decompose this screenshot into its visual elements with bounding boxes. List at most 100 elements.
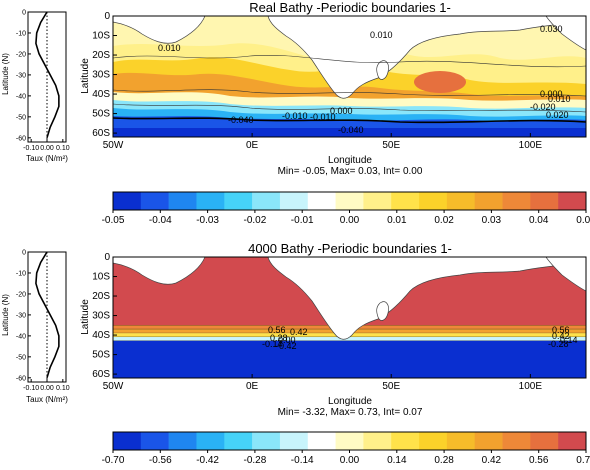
colorbar-tick-label: 0.00 xyxy=(340,455,360,466)
band-cell xyxy=(113,340,586,378)
colorbar-cell xyxy=(558,192,587,210)
colorbar-cell xyxy=(419,432,448,450)
colorbar-tick-label: -0.42 xyxy=(196,455,219,466)
contour-label: 0.010 xyxy=(370,30,393,40)
side-x-axis-label: Taux (N/m²) xyxy=(26,154,68,163)
y-tick-label: 10S xyxy=(92,31,110,42)
side-x-axis-label: Taux (N/m²) xyxy=(26,395,68,404)
side-plot: Latitude (N) Taux (N/m²) -0.10 0.00 0.10 0 -… xyxy=(1,10,70,164)
y-tick-label: 30S xyxy=(92,311,110,322)
land-australia-edge xyxy=(545,257,586,292)
colorbar-tick-label: 0.00 xyxy=(340,215,360,226)
side-y-tick-label: -40 xyxy=(16,93,26,100)
contour-label: 0.000 xyxy=(540,89,563,99)
band-cell xyxy=(113,337,586,341)
colorbar-tick-label: 0.05 xyxy=(576,215,590,226)
colorbar-cell xyxy=(252,192,281,210)
contour-label: 0.030 xyxy=(540,24,563,34)
colorbar-tick-label: 0.28 xyxy=(434,455,454,466)
side-y-tick-label: -60 xyxy=(16,375,26,382)
land-africa xyxy=(267,16,586,99)
side-y-tick-label: -30 xyxy=(16,72,26,79)
x-tick-label: 100E xyxy=(519,381,543,392)
panel-4000-bathy: 4000 Bathy -Periodic boundaries 1- 0.56 … xyxy=(1,241,590,466)
side-y-tick-label: -10 xyxy=(16,30,26,37)
colorbar-tick-label: -0.03 xyxy=(196,215,219,226)
colorbar-cell xyxy=(279,432,309,450)
side-y-tick-label: 0 xyxy=(22,10,26,17)
map-field: 0.56 0.42 0.28 0.00 -0.14 -0.42 0.56 0.4… xyxy=(113,257,586,378)
contour-label: 0.56 xyxy=(552,325,570,335)
colorbar-cell xyxy=(363,192,392,210)
contour-label: -0.040 xyxy=(228,115,254,125)
x-axis-label: Longitude xyxy=(328,155,372,166)
contour-label: 0.000 xyxy=(330,106,353,116)
side-x-tick-label: 0.00 xyxy=(40,145,54,152)
stats-line: Min= -0.05, Max= 0.03, Int= 0.00 xyxy=(278,166,423,177)
colorbar-cell xyxy=(474,432,503,450)
contour-label: -0.040 xyxy=(338,125,364,135)
colorbar-cell xyxy=(113,192,142,210)
side-x-tick-label: -0.10 xyxy=(23,145,39,152)
colorbar-tick-label: 0.03 xyxy=(482,215,502,226)
y-tick-label: 50S xyxy=(92,109,110,120)
colorbar-cell xyxy=(168,432,197,450)
panel-real-bathy: Real Bathy -Periodic boundaries 1- xyxy=(1,0,590,226)
y-tick-label: 60S xyxy=(92,369,110,380)
colorbar-tick-label: 0.02 xyxy=(434,215,454,226)
y-tick-label: 0 xyxy=(104,252,110,263)
contour-3 xyxy=(113,103,586,113)
side-plot-frame xyxy=(27,251,67,383)
y-tick-label: 20S xyxy=(92,50,110,61)
colorbar-cell xyxy=(196,432,225,450)
side-y-tick-label: -60 xyxy=(16,135,26,142)
side-x-tick-label: -0.10 xyxy=(23,385,39,392)
y-tick-label: 10S xyxy=(92,272,110,283)
colorbar-tick-label: -0.28 xyxy=(244,455,267,466)
contour-label: -0.010 xyxy=(282,111,308,121)
side-y-tick-label: -20 xyxy=(16,291,26,298)
side-y-axis-label: Latitude (N) xyxy=(1,294,10,336)
side-x-tick-label: 0.00 xyxy=(40,385,54,392)
side-y-tick-label: -40 xyxy=(16,333,26,340)
colorbar-cell xyxy=(224,192,253,210)
colorbar-cell xyxy=(140,432,169,450)
side-y-tick-label: -50 xyxy=(16,354,26,361)
y-tick-label: 50S xyxy=(92,350,110,361)
colorbar-cell xyxy=(307,432,336,450)
contour-label: 0.56 xyxy=(268,325,286,335)
side-y-axis-label: Latitude (N) xyxy=(1,53,10,95)
colorbar-tick-label: 0.70 xyxy=(576,455,590,466)
contour-label: 0.28 xyxy=(270,333,288,343)
contour-label: -0.020 xyxy=(530,102,556,112)
contour-2 xyxy=(113,89,586,97)
colorbar-cell xyxy=(196,192,225,210)
contour-label: 0.14 xyxy=(560,335,578,345)
x-tick-label: 50E xyxy=(382,140,400,151)
x-tick-label: 50E xyxy=(382,381,400,392)
contour-1 xyxy=(113,55,586,68)
y-tick-label: 0 xyxy=(104,11,110,22)
side-x-tick-label: 0.10 xyxy=(56,385,70,392)
taux-profile-line xyxy=(35,251,60,379)
colorbar-cell xyxy=(502,192,531,210)
colorbar-tick-label: 0.04 xyxy=(529,215,549,226)
colorbar-tick-label: 0.42 xyxy=(482,455,502,466)
colorbar: -0.05 -0.04 -0.03 -0.02 -0.01 0.00 0.01 0.02 0.0… xyxy=(102,191,590,226)
colorbar-cell xyxy=(419,192,448,210)
colorbar-cell xyxy=(140,192,169,210)
colorbar-tick-label: -0.04 xyxy=(149,215,172,226)
contour-label: 0.42 xyxy=(552,331,570,341)
map-field: 0.010 0.010 0.030 -0.040 0.000 -0.010 -0… xyxy=(113,16,586,137)
colorbar-cell xyxy=(363,432,392,450)
colorbar-cell xyxy=(530,432,559,450)
contour-label: 0.010 xyxy=(158,43,181,53)
contour-label: 0.00 xyxy=(278,335,296,345)
contour-label: 0.42 xyxy=(290,327,308,337)
x-tick-label: 0E xyxy=(246,381,259,392)
side-y-tick-label: -10 xyxy=(16,270,26,277)
map-title: Real Bathy -Periodic boundaries 1- xyxy=(249,0,451,15)
map-title: 4000 Bathy -Periodic boundaries 1- xyxy=(248,241,452,256)
contour-label: -0.14 xyxy=(262,339,283,349)
colorbar-tick-label: -0.05 xyxy=(102,215,125,226)
